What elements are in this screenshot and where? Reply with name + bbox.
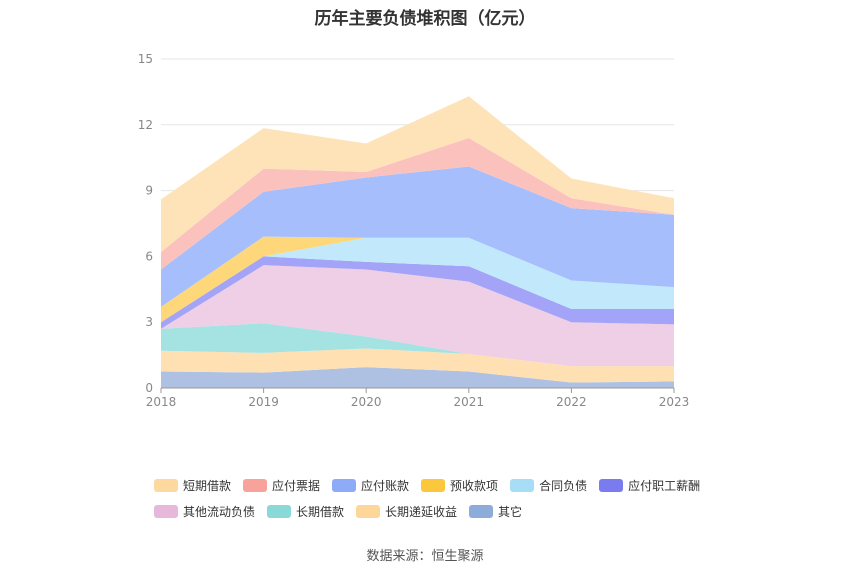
legend-label: 应付账款: [361, 478, 410, 493]
legend-item[interactable]: 长期借款: [267, 503, 344, 520]
legend-item[interactable]: 短期借款: [154, 477, 231, 494]
legend-label: 合同负债: [539, 478, 588, 493]
legend-item[interactable]: 长期递延收益: [356, 503, 457, 520]
data-source: 数据来源：恒生聚源: [366, 549, 484, 564]
legend-label: 应付职工薪酬: [628, 478, 701, 493]
x-tick-label-2020: 2020: [351, 395, 382, 409]
y-tick-label-12: 12: [138, 118, 153, 132]
area-series-9: [161, 96, 674, 253]
area-series-2: [161, 323, 674, 367]
x-tick-label-2021: 2021: [454, 395, 485, 409]
legend-label: 短期借款: [183, 478, 232, 493]
area-series: [161, 96, 674, 388]
legend-swatch: [332, 478, 357, 492]
y-tick-label-15: 15: [138, 52, 153, 66]
legend-swatch: [510, 478, 535, 492]
legend-row-1: 短期借款 应付票据 应付账款 预收款项 合同负债 应付职工薪酬: [154, 472, 714, 498]
legend-swatch: [599, 478, 624, 492]
legend-swatch: [469, 504, 494, 518]
legend-swatch: [243, 478, 268, 492]
legend-label: 其他流动负债: [183, 504, 256, 519]
legend-swatch: [154, 478, 178, 492]
area-series-4: [161, 256, 674, 329]
area-series-3: [161, 265, 674, 367]
legend-swatch: [154, 504, 178, 518]
legend-label: 长期借款: [296, 504, 345, 519]
y-tick-label-3: 3: [145, 315, 153, 329]
x-tick-label-2023: 2023: [659, 395, 690, 409]
legend-label: 应付票据: [272, 478, 321, 493]
legend-row-2: 其他流动负债 长期借款 长期递延收益 其它: [154, 498, 714, 524]
chart-legend: 短期借款 应付票据 应付账款 预收款项 合同负债 应付职工薪酬 其他流动负债 长期借款 长期递…: [154, 472, 714, 524]
legend-item[interactable]: 合同负债: [510, 477, 587, 494]
legend-swatch: [421, 478, 446, 492]
legend-label: 长期递延收益: [385, 504, 458, 519]
legend-label: 预收款项: [450, 478, 499, 493]
legend-item[interactable]: 应付票据: [243, 477, 320, 494]
legend-item[interactable]: 其它: [469, 503, 522, 520]
area-series-5: [161, 237, 674, 323]
axes: 0 3 6 9 12 15 2018 2019 2020 2021 2022 2023: [138, 52, 690, 409]
x-tick-label-2022: 2022: [556, 395, 587, 409]
area-series-1: [161, 348, 674, 383]
y-tick-label-0: 0: [145, 381, 153, 395]
area-series-7: [161, 166, 674, 307]
legend-item[interactable]: 应付账款: [332, 477, 409, 494]
area-series-0: [161, 367, 674, 388]
y-tick-label-9: 9: [145, 184, 153, 198]
area-series-8: [161, 137, 674, 270]
legend-swatch: [267, 504, 292, 518]
legend-swatch: [356, 504, 381, 518]
legend-item[interactable]: 其他流动负债: [154, 503, 255, 520]
x-tick-label-2018: 2018: [146, 395, 177, 409]
chart-title: 历年主要负债堆积图（亿元）: [314, 9, 536, 29]
legend-label: 其它: [498, 504, 523, 519]
y-tick-label-6: 6: [145, 249, 153, 263]
x-tick-label-2019: 2019: [248, 395, 279, 409]
legend-item[interactable]: 预收款项: [421, 477, 498, 494]
legend-item[interactable]: 应付职工薪酬: [599, 477, 700, 494]
